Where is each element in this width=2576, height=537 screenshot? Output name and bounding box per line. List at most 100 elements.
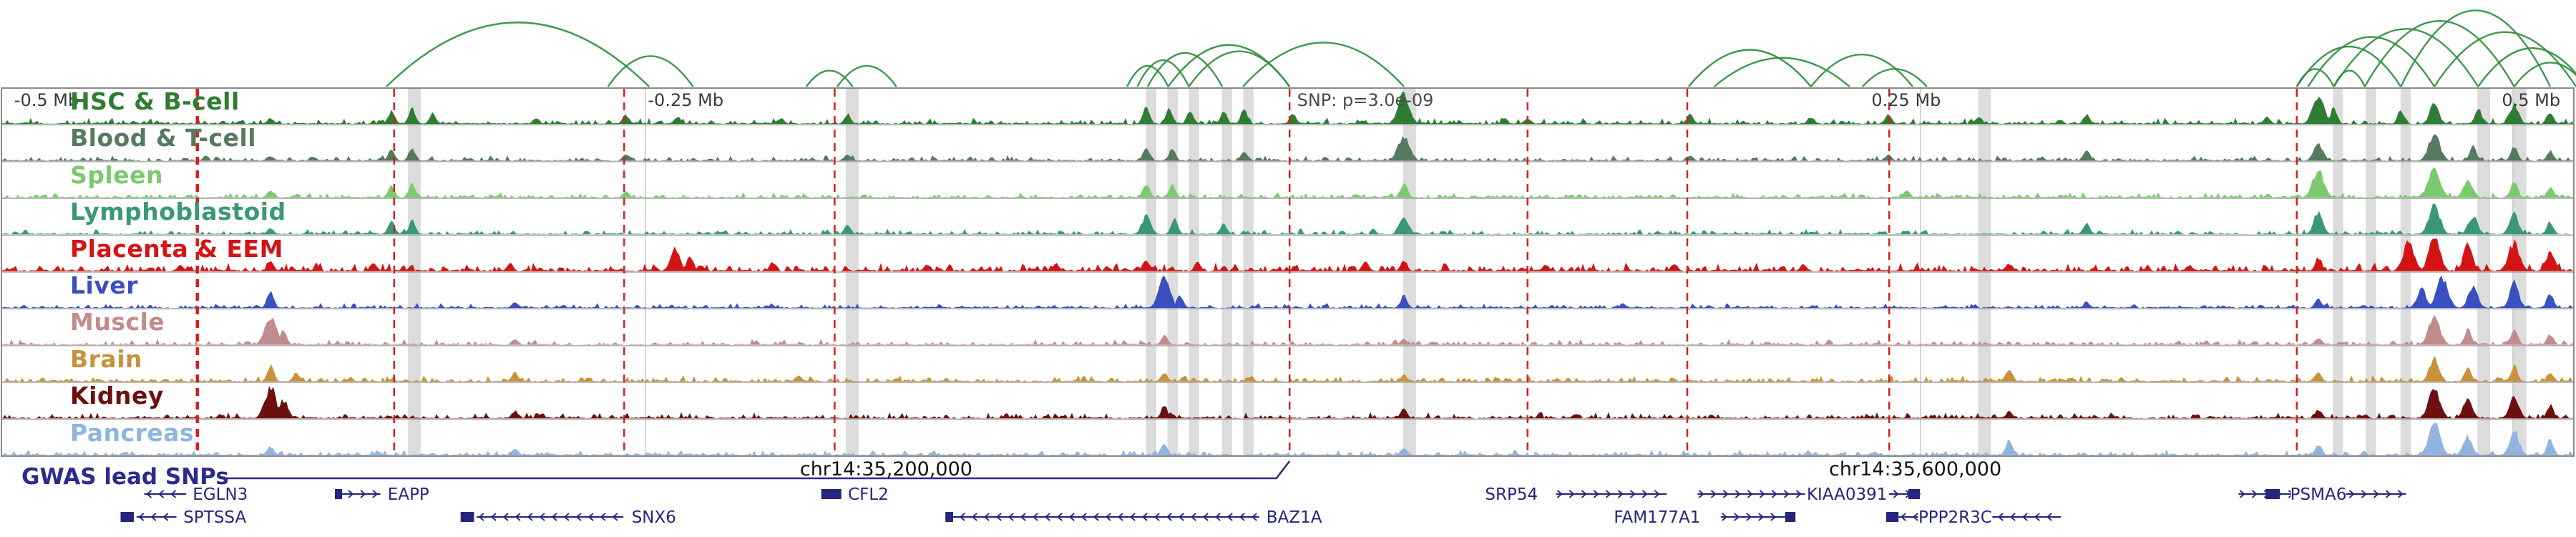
gene-SNX6: SNX6 [460,508,676,527]
gene-label-background [1805,485,1889,503]
strand-arrow-right-icon [1747,490,1753,498]
gene-label: EGLN3 [192,485,248,504]
gene-exon [2265,489,2280,499]
strand-arrow-right-icon [1593,490,1599,498]
strand-arrow-left-icon [612,513,618,521]
gene-label: SNX6 [632,508,676,527]
interaction-arcs [386,9,2576,87]
strand-arrow-right-icon [1568,490,1575,498]
gwas-lead-snps-label: GWAS lead SNPs [21,464,229,490]
strand-arrow-right-icon [2361,490,2367,498]
gene-label: KIAA0391 [1807,485,1888,504]
strand-arrow-left-icon [1214,513,1221,521]
track-label-hsc-b-cell: HSC & B-cell [70,87,240,115]
strand-arrow-left-icon [600,513,606,521]
strand-arrow-left-icon [1032,513,1038,521]
signal-tracks [1,91,2573,455]
signal-spleen [1,167,2573,198]
gene-EAPP: EAPP [335,485,429,504]
gene-label: EAPP [388,485,429,504]
strand-arrow-right-icon [1770,513,1777,521]
strand-arrow-right-icon [2239,490,2245,498]
signal-kidney [1,386,2573,419]
gene-track: EGLN3 SPTSSA EAPP SNX6 CFL2 BAZ1A SRP54 FAM177A… [120,485,2406,527]
gene-exon [120,512,135,522]
coordinate-label: -0.25 Mb [648,90,724,110]
strand-arrow-right-icon [2251,490,2258,498]
strand-arrow-left-icon [1141,513,1148,521]
signal-hsc-b-cell [1,91,2573,125]
gene-exon [335,489,343,499]
strand-arrow-right-icon [1795,490,1802,498]
strand-arrow-left-icon [2034,513,2040,521]
gene-label: FAM177A1 [1614,508,1700,527]
gwas-pointer-line [225,460,1291,480]
strand-arrow-left-icon [2021,513,2028,521]
signal-pancreas [1,422,2573,455]
strand-arrow-left-icon [1997,513,2004,521]
gene-label: CFL2 [848,485,889,504]
strand-arrow-left-icon [1068,513,1075,521]
strand-arrow-left-icon [1117,513,1123,521]
gene-label: PPP2R3C [1918,508,1992,527]
strand-arrow-left-icon [1056,513,1063,521]
strand-arrow-right-icon [1771,490,1777,498]
gene-exon [460,512,474,522]
track-label-pancreas: Pancreas [70,418,195,447]
strand-arrow-left-icon [2009,513,2016,521]
interaction-arc [1714,57,1850,87]
track-label-blood-t-cell: Blood & T-cell [70,124,257,153]
gene-EGLN3: EGLN3 [144,485,248,504]
track-label-muscle: Muscle [70,308,165,337]
strand-arrow-right-icon [1556,490,1563,498]
strand-arrow-right-icon [1698,490,1704,498]
interaction-arc [2513,62,2576,87]
gene-KIAA0391: KIAA0391 [1697,485,1921,504]
signal-brain [1,356,2573,382]
strand-arrow-left-icon [1251,513,1257,521]
strand-arrow-left-icon [587,513,594,521]
strand-arrow-left-icon [1202,513,1209,521]
interaction-arc [2333,28,2479,87]
interaction-arc [1687,49,1812,87]
track-label-placenta-eem: Placenta & EEM [70,234,283,263]
interaction-arc [836,64,897,87]
strand-arrow-left-icon [158,490,165,498]
strand-arrow-right-icon [2397,490,2404,498]
gene-PPP2R3C: PPP2R3C [1885,508,2061,527]
interaction-arc [2333,69,2366,87]
track-label-lymphoblastoid: Lymphoblastoid [70,198,286,226]
strand-arrow-right-icon [1710,490,1717,498]
interaction-arc [805,69,854,87]
strand-arrow-left-icon [1093,513,1099,521]
interaction-arc [607,55,694,87]
strand-arrow-left-icon [983,513,990,521]
gene-exon [821,489,841,499]
strand-arrow-right-icon [2373,490,2379,498]
position-label: chr14:35,200,000 [800,458,972,480]
signal-liver [1,275,2573,309]
gene-exon [1885,512,1899,522]
gene-label: BAZ1A [1267,508,1322,527]
strand-arrow-left-icon [1105,513,1111,521]
strand-arrow-left-icon [1226,513,1233,521]
coordinate-label: 0.25 Mb [1871,90,1941,110]
track-label-kidney: Kidney [70,382,164,410]
gene-label: SPTSSA [183,508,246,527]
strand-arrow-right-icon [1654,490,1660,498]
strand-arrow-left-icon [1129,513,1136,521]
track-label-liver: Liver [70,271,139,299]
strand-arrow-left-icon [1900,513,1906,521]
strand-arrow-left-icon [1178,513,1184,521]
strand-arrow-left-icon [146,490,152,498]
strand-arrow-left-icon [1008,513,1014,521]
interaction-arc [1810,54,1913,87]
interaction-arc [2433,31,2576,87]
strand-arrow-left-icon [1190,513,1196,521]
interaction-arc [2477,47,2576,87]
gene-CFL2: CFL2 [821,485,889,504]
strand-arrow-right-icon [1893,490,1899,498]
gene-exon [1785,512,1796,522]
